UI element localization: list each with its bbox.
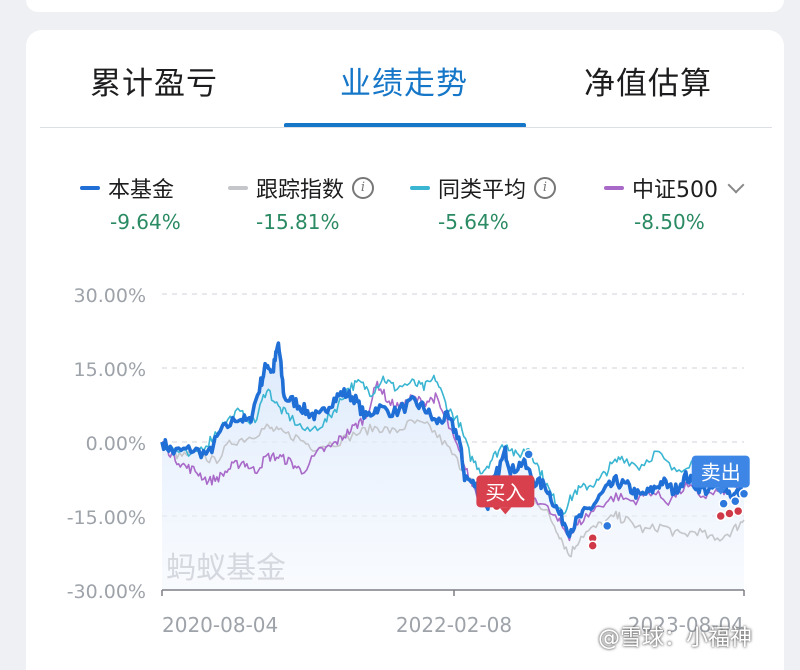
chart-watermark: 蚂蚁基金 bbox=[166, 551, 286, 586]
series-line bbox=[160, 341, 746, 539]
buy-marker-bg bbox=[476, 475, 535, 508]
y-tick-label: 15.00% bbox=[74, 359, 146, 381]
legend-value: -9.64% bbox=[110, 210, 181, 234]
buy-marker-label: 买入 bbox=[485, 480, 525, 504]
tab-cumulative-pnl[interactable]: 累计盈亏 bbox=[90, 66, 218, 102]
series-line bbox=[161, 374, 745, 515]
tab-performance-trend[interactable]: 业绩走势 bbox=[340, 66, 468, 102]
sell-dot bbox=[738, 488, 750, 500]
legend-item-fund[interactable]: 本基金 -9.64% bbox=[80, 170, 181, 234]
sell-marker: 卖出 bbox=[691, 455, 750, 495]
y-tick-label: -15.00% bbox=[67, 507, 146, 529]
y-tick-label: 30.00% bbox=[74, 285, 146, 307]
buy-dot bbox=[715, 510, 726, 522]
sell-dot bbox=[601, 520, 613, 532]
info-icon[interactable]: i bbox=[352, 177, 375, 199]
previous-card-edge bbox=[26, 0, 784, 12]
sell-dot bbox=[730, 495, 741, 507]
legend-swatch bbox=[80, 186, 100, 190]
sell-marker-bg bbox=[691, 455, 750, 488]
sell-marker-pointer bbox=[714, 487, 727, 495]
sell-marker-label: 卖出 bbox=[701, 461, 741, 485]
buy-dot bbox=[724, 508, 735, 519]
tab-bar: 累计盈亏 业绩走势 净值估算 bbox=[26, 30, 784, 128]
buy-dot bbox=[587, 540, 598, 551]
buy-dot bbox=[732, 505, 744, 517]
legend-name: 跟踪指数 bbox=[256, 178, 345, 203]
fund-area bbox=[162, 343, 744, 590]
info-icon[interactable]: i bbox=[534, 177, 557, 199]
source-watermark: @雪球：小福神 bbox=[598, 626, 753, 651]
sell-dot bbox=[718, 498, 729, 509]
legend-swatch bbox=[604, 186, 624, 190]
chart-legend: 本基金 -9.64% 跟踪指数 i -15.81% 同类平均 i -5.64% … bbox=[26, 170, 784, 250]
active-tab-indicator bbox=[284, 123, 526, 128]
legend-item-peer-average[interactable]: 同类平均 i -5.64% bbox=[410, 170, 557, 234]
legend-name: 同类平均 bbox=[438, 178, 527, 203]
legend-value: -15.81% bbox=[256, 210, 340, 234]
legend-name: 本基金 bbox=[108, 178, 175, 203]
x-tick-label: 2023-08-04 bbox=[628, 613, 744, 637]
tab-divider bbox=[40, 127, 772, 128]
x-tick-label: 2020-08-04 bbox=[162, 613, 278, 637]
legend-item-csi500[interactable]: 中证500 -8.50% bbox=[604, 170, 745, 234]
legend-value: -8.50% bbox=[634, 210, 705, 234]
tab-nav-estimate[interactable]: 净值估算 bbox=[584, 66, 712, 102]
buy-marker: 买入 bbox=[476, 475, 535, 515]
legend-swatch bbox=[410, 186, 430, 190]
buy-marker-pointer bbox=[499, 507, 512, 515]
legend-name: 中证500 bbox=[632, 178, 718, 203]
legend-item-tracking-index[interactable]: 跟踪指数 i -15.81% bbox=[228, 170, 375, 234]
sell-dot bbox=[523, 449, 534, 460]
legend-value: -5.64% bbox=[438, 210, 509, 234]
legend-swatch bbox=[228, 186, 248, 190]
series-line bbox=[161, 380, 745, 542]
x-tick-label: 2022-02-08 bbox=[396, 613, 512, 637]
y-tick-label: -30.00% bbox=[67, 581, 146, 603]
y-tick-label: 0.00% bbox=[86, 433, 146, 455]
